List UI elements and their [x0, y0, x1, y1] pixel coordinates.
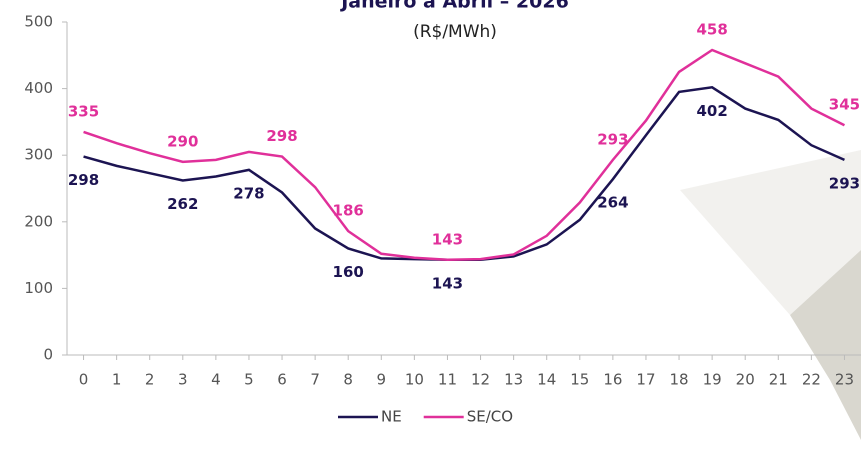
x-tick-label: 6 — [277, 371, 287, 389]
x-tick-label: 20 — [736, 371, 755, 389]
y-tick-label: 100 — [24, 279, 53, 297]
x-tick-label: 16 — [603, 371, 622, 389]
x-tick-label: 10 — [405, 371, 424, 389]
data-label: 186 — [333, 202, 364, 220]
x-tick-label: 22 — [802, 371, 821, 389]
x-tick-label: 19 — [703, 371, 722, 389]
x-tick-label: 2 — [145, 371, 155, 389]
y-tick-label: 300 — [24, 146, 53, 164]
x-tick-label: 7 — [310, 371, 320, 389]
data-label: 264 — [597, 194, 628, 212]
page: {"chart_data": { "type": "line", "title"… — [0, 0, 861, 454]
y-tick-label: 0 — [43, 346, 53, 364]
data-label: 262 — [167, 195, 198, 213]
y-tick-label: 200 — [24, 212, 53, 230]
legend-label: NE — [381, 408, 402, 426]
x-tick-label: 3 — [178, 371, 188, 389]
data-label: 458 — [696, 20, 727, 38]
x-tick-label: 13 — [504, 371, 523, 389]
x-tick-label: 12 — [471, 371, 490, 389]
x-tick-label: 1 — [112, 371, 122, 389]
data-label: 298 — [266, 127, 297, 145]
y-tick-label: 400 — [24, 79, 53, 97]
data-label: 293 — [829, 174, 860, 192]
data-label: 293 — [597, 130, 628, 148]
x-tick-label: 4 — [211, 371, 221, 389]
x-tick-label: 9 — [377, 371, 387, 389]
x-tick-label: 15 — [570, 371, 589, 389]
x-tick-label: 8 — [343, 371, 353, 389]
x-tick-label: 17 — [636, 371, 655, 389]
x-tick-label: 0 — [79, 371, 89, 389]
x-tick-label: 14 — [537, 371, 556, 389]
chart: Janeiro a Abril – 2026 (R$/MWh) 01002003… — [0, 0, 861, 454]
x-tick-label: 21 — [769, 371, 788, 389]
x-tick-label: 18 — [669, 371, 688, 389]
data-label: 143 — [432, 230, 463, 248]
data-label: 345 — [829, 96, 860, 114]
data-label: 278 — [233, 184, 264, 202]
legend-label: SE/CO — [467, 408, 513, 426]
y-tick-label: 500 — [24, 13, 53, 31]
data-label: 160 — [333, 263, 364, 281]
x-tick-label: 23 — [835, 371, 854, 389]
chart-subtitle: (R$/MWh) — [413, 22, 497, 42]
chart-title: Janeiro a Abril – 2026 — [339, 0, 569, 13]
data-label: 335 — [68, 102, 99, 120]
data-label: 298 — [68, 171, 99, 189]
data-label: 402 — [696, 102, 727, 120]
x-tick-label: 11 — [438, 371, 457, 389]
x-tick-label: 5 — [244, 371, 254, 389]
data-label: 143 — [432, 274, 463, 292]
data-label: 290 — [167, 132, 198, 150]
